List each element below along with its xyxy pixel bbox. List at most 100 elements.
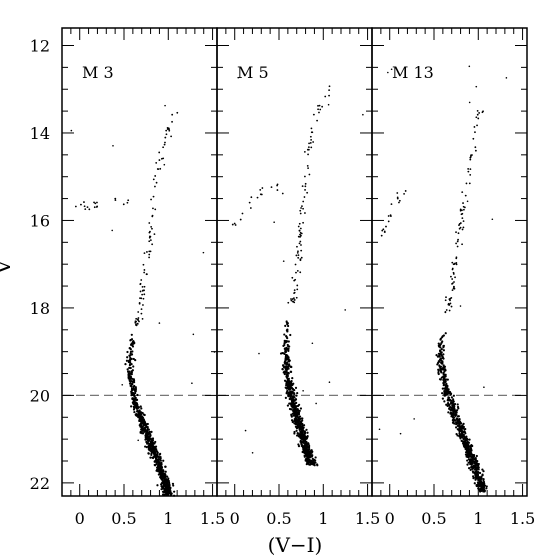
star-point [478,483,481,486]
star-point [451,282,454,285]
star-point [244,429,247,432]
star-point [449,411,453,414]
star-point [135,410,139,413]
star-point [469,173,472,176]
star-point [96,205,99,208]
star-point [461,191,464,194]
star-point [291,397,294,400]
star-point [456,434,459,437]
star-point [286,323,289,326]
star-point [143,252,146,255]
star-point [158,159,161,161]
star-point [466,463,469,466]
x-tick-label: 0.5 [421,509,446,528]
star-point [387,71,389,74]
star-point [130,371,133,374]
star-point [476,474,480,477]
star-point [134,386,137,389]
star-point [301,445,304,448]
star-point [450,396,454,399]
star-point [286,371,290,375]
star-point [127,199,130,202]
star-point [151,437,155,440]
star-point [293,412,296,415]
star-point [192,333,195,336]
star-point [291,377,294,380]
star-point [149,239,152,242]
star-point [168,129,171,132]
star-point [306,461,309,464]
star-point [282,344,285,347]
star-point [461,243,463,246]
star-point [457,421,460,425]
star-point [191,382,193,385]
star-point [468,438,471,441]
star-point [469,447,472,450]
star-point [138,417,141,421]
star-point [153,447,157,450]
star-point [142,418,145,421]
star-point [231,223,234,226]
star-point [140,308,143,311]
star-point [86,206,89,208]
star-point [128,347,132,350]
star-point [288,385,291,388]
star-point [83,201,85,203]
star-point [128,363,132,366]
star-point [362,113,364,116]
star-point [436,363,439,366]
star-point [483,489,486,493]
star-point [202,251,205,254]
y-tick-label: 20 [30,386,50,405]
star-point [285,375,288,378]
star-point [324,95,327,98]
star-point [304,182,307,185]
star-point [259,193,262,196]
star-point [287,358,290,361]
star-point [473,482,476,485]
star-point [134,404,137,407]
star-point [313,459,316,462]
star-point [289,370,292,373]
star-point [165,492,168,496]
star-point [285,358,289,361]
star-point [290,419,294,422]
star-point [161,493,165,496]
star-point [297,225,300,228]
star-point [461,228,464,231]
star-point [164,486,168,490]
star-point [295,429,298,432]
star-point [465,435,468,438]
star-point [135,398,139,401]
star-point [140,420,143,423]
star-point [129,350,133,353]
star-point [464,194,467,197]
star-point [297,235,300,238]
star-point [83,205,86,208]
star-point [132,402,135,406]
star-point [159,459,162,462]
star-point [481,487,484,490]
star-point [94,202,97,205]
star-point [445,309,448,311]
star-point [481,468,484,471]
star-point [302,200,305,203]
star-point [250,196,253,199]
star-point [478,476,481,479]
star-point [316,464,319,467]
star-point [463,428,466,431]
panel-2: M 5 0 0.5 1 1.5 [216,27,380,528]
star-point [298,415,302,418]
star-point [444,390,448,393]
star-point [311,463,315,466]
star-point [129,377,132,380]
star-point [440,376,443,379]
x-tick-label: 1.5 [200,509,225,528]
star-point [155,181,158,184]
star-point [468,451,471,455]
star-point [284,341,287,344]
star-point [462,226,465,229]
star-point [472,456,475,459]
star-point [276,189,279,191]
star-point [168,481,171,484]
